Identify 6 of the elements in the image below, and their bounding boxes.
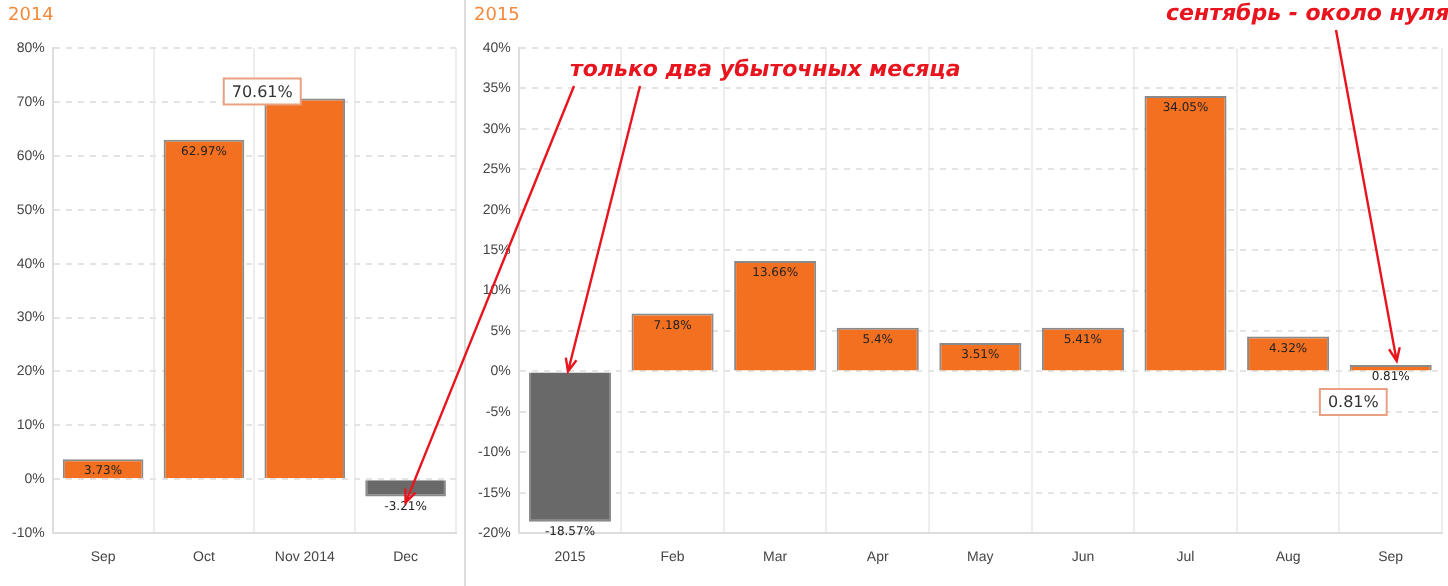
chart-title: 2014 bbox=[8, 6, 54, 26]
annotation: 70.61% bbox=[231, 82, 294, 101]
annotation: сентябрь - около нуля bbox=[1166, 0, 1448, 26]
annotation: 0.81% bbox=[1327, 393, 1380, 412]
annotation: только два убыточных месяца bbox=[570, 56, 961, 82]
chart-title: 2015 bbox=[474, 6, 520, 26]
